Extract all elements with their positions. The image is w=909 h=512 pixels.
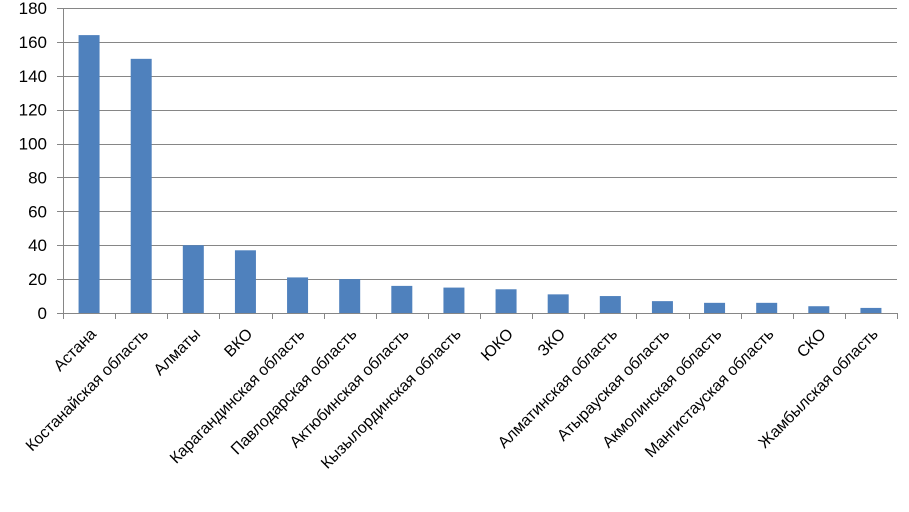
bar [547,294,569,313]
bar [443,287,465,313]
y-tick-label: 160 [19,33,47,52]
y-tick-label: 40 [28,236,47,255]
y-tick-label: 80 [28,168,47,187]
y-tick-label: 180 [19,0,47,18]
bars [78,35,882,314]
bar [599,296,621,313]
y-tick-label: 100 [19,135,47,154]
y-axis-ticks: 0 20 40 60 80 100 120 140 160 180 [19,0,47,323]
x-tick-label: ЗКО [535,326,569,360]
y-tick-label: 20 [28,270,47,289]
x-tick-label: ЮКО [478,326,517,365]
y-tick-label: 0 [38,304,47,323]
x-tick-label: Астана [51,326,100,375]
grid-lines [63,8,897,280]
axes [57,8,898,319]
bar [339,279,361,313]
bar [182,245,204,313]
bar [651,301,673,313]
x-tick-label: СКО [794,326,829,361]
y-tick-label: 140 [19,67,47,86]
bar [287,277,309,313]
y-tick-label: 120 [19,101,47,120]
bar [756,302,778,313]
x-tick-label: Алматы [151,326,204,379]
bar [130,58,152,314]
y-tick-label: 60 [28,202,47,221]
bar [234,250,256,313]
bar [391,285,413,313]
x-tick-label: ВКО [221,326,256,361]
bar [78,35,100,313]
bar [808,306,830,313]
bar [704,302,726,313]
bar [495,289,517,313]
bar [860,307,882,313]
